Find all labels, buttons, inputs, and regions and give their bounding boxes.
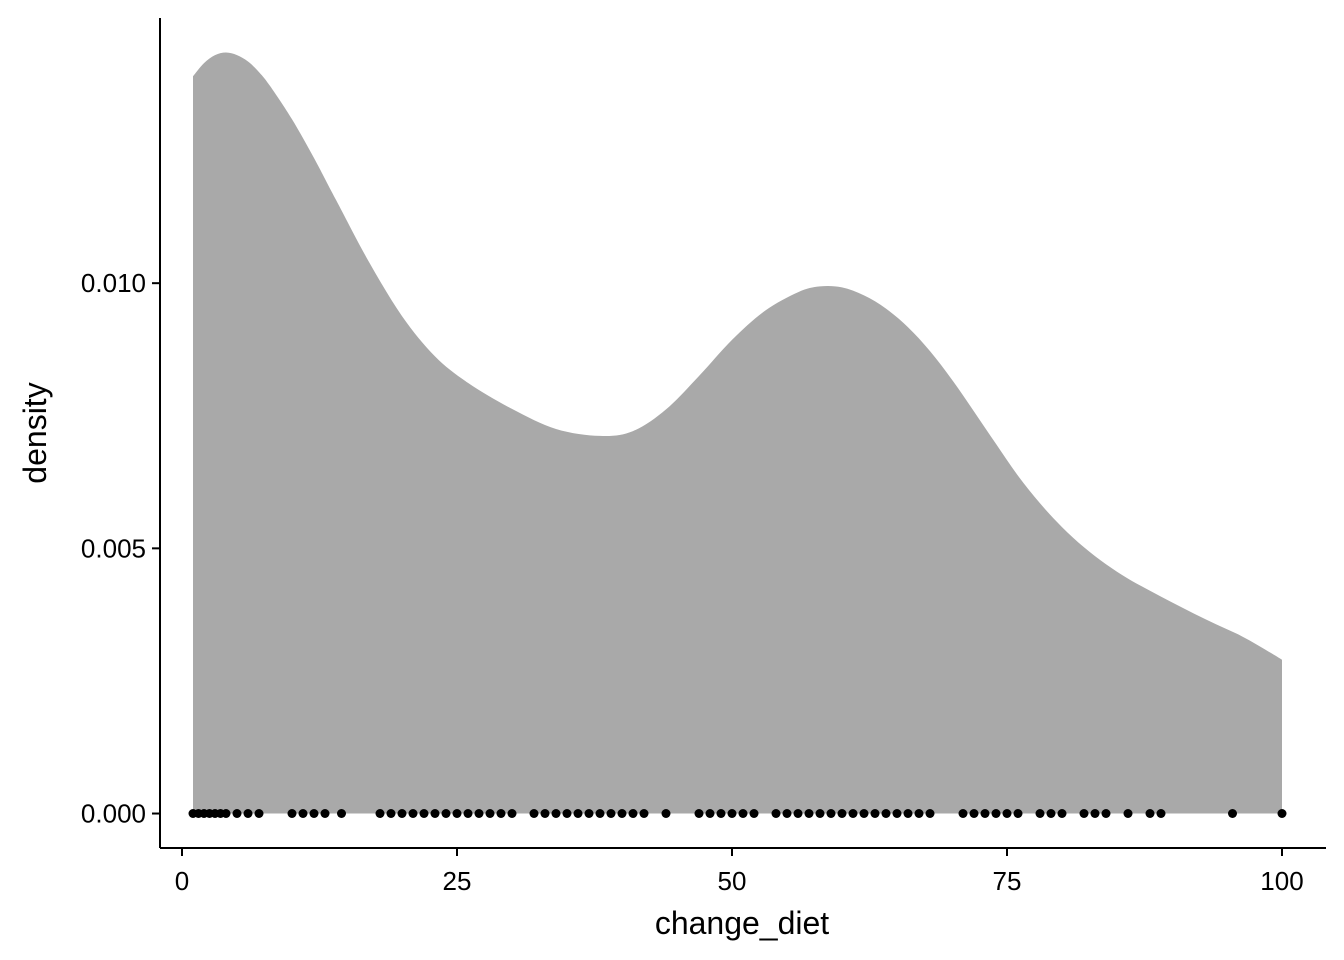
plot-area [188,52,1287,818]
rug-point [309,809,319,818]
rug-point [430,809,440,818]
rug-point [826,809,836,818]
rug-point [705,809,715,818]
rug-point [980,809,990,818]
rug-point [804,809,814,818]
rug-point [1079,809,1089,818]
rug-point [639,809,649,818]
rug-point [463,809,473,818]
rug-point [958,809,968,818]
rug-point [419,809,429,818]
rug-point [397,809,407,818]
rug-point [337,809,346,818]
rug-point [617,809,627,818]
y-tick-label: 0.000 [81,799,146,829]
rug-point [1046,809,1056,818]
rug-point [1277,809,1287,818]
rug-point [969,809,979,818]
rug-point [727,809,737,818]
rug-point [914,809,924,818]
rug-point [320,809,330,818]
rug-point [452,809,462,818]
x-axis-ticks: 0 25 50 75 100 [175,848,1304,896]
rug-point [584,809,594,818]
rug-point [749,809,759,818]
rug-point [925,809,935,818]
rug-point [243,809,253,818]
x-tick-label: 50 [718,866,747,896]
x-tick-label: 0 [175,866,189,896]
rug-point [606,809,616,818]
rug-point [408,809,418,818]
rug-point [1013,809,1023,818]
rug-point [694,809,704,818]
rug-point [848,809,858,818]
rug-point [1090,809,1100,818]
rug-point [1156,809,1166,818]
rug-point [892,809,902,818]
rug-point [496,809,506,818]
rug-point [529,809,539,818]
rug-point [837,809,847,818]
rug-point [540,809,550,818]
rug-point [870,809,880,818]
y-axis-title: density [17,382,53,483]
rug-point [903,809,913,818]
rug-point [441,809,451,818]
x-tick-label: 75 [993,866,1022,896]
rug-point [474,809,484,818]
rug-point [1002,809,1012,818]
rug-point [254,809,264,818]
rug-point [232,809,242,818]
density-area [193,52,1282,814]
rug-point [793,809,803,818]
rug-point [771,809,781,818]
rug-point [1057,809,1067,818]
rug-point [991,809,1001,818]
rug-point [507,809,517,818]
x-tick-label: 25 [443,866,472,896]
rug-point [386,809,396,818]
rug-point [1145,809,1155,818]
rug-point [375,809,385,818]
x-tick-label: 100 [1260,866,1303,896]
rug-point [782,809,792,818]
rug-point [881,809,891,818]
rug-point [287,809,297,818]
rug-point [628,809,638,818]
rug-point [859,809,869,818]
rug-point [221,809,231,818]
rug-point [298,809,308,818]
rug-point [595,809,605,818]
y-axis-ticks: 0.000 0.005 0.010 [81,268,160,829]
rug-point [738,809,748,818]
rug-point [1035,809,1045,818]
rug-point [1228,809,1237,818]
y-tick-label: 0.010 [81,268,146,298]
rug-point [573,809,583,818]
rug-point [562,809,572,818]
rug-point [661,809,671,818]
rug-points [188,809,1287,818]
rug-point [716,809,726,818]
x-axis-title: change_diet [655,905,829,941]
rug-point [1101,809,1111,818]
rug-point [551,809,561,818]
rug-point [1123,809,1133,818]
rug-point [815,809,825,818]
rug-point [485,809,495,818]
y-tick-label: 0.005 [81,533,146,563]
